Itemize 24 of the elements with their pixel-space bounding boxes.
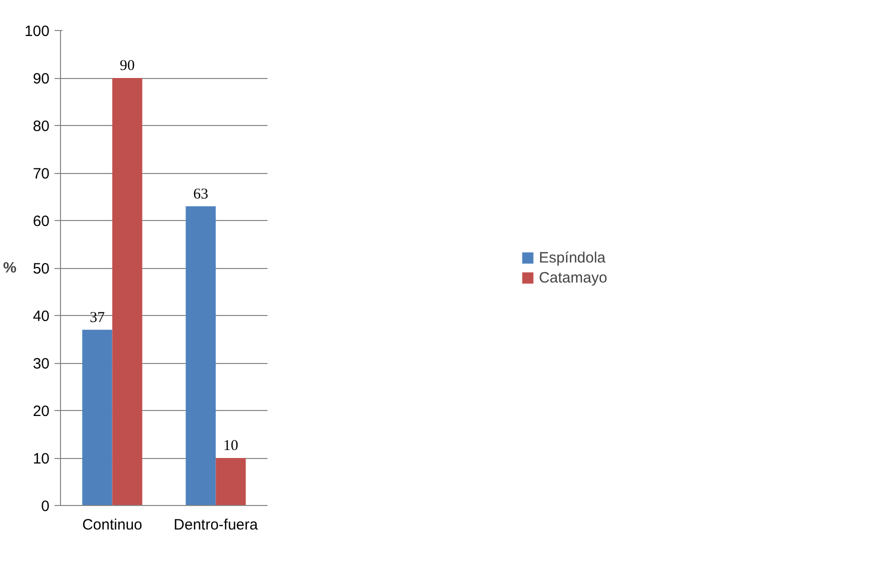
y-tick-label: 0	[41, 498, 50, 515]
y-tick-label: 60	[32, 213, 50, 230]
bar	[112, 78, 142, 506]
y-tick-label: 30	[32, 356, 50, 372]
y-tick-label: 90	[32, 70, 50, 88]
data-label: 10	[223, 438, 238, 454]
data-label: 37	[90, 310, 106, 326]
legend-label: Catamayo	[538, 269, 608, 286]
y-tick-label: 10	[32, 450, 50, 468]
y-tick-label: 70	[32, 166, 50, 182]
y-tick-label: 40	[32, 308, 50, 325]
x-tick-label: Dentro-fuera	[174, 516, 259, 534]
y-tick-label: 50	[32, 260, 50, 278]
bar	[186, 206, 216, 506]
data-label: 90	[120, 58, 135, 74]
y-tick-label: 100	[24, 23, 50, 40]
bar	[216, 458, 246, 506]
y-tick-label: 80	[32, 118, 50, 135]
x-tick-label: Continuo	[82, 516, 142, 534]
bar	[82, 330, 112, 506]
y-axis-title: %	[3, 260, 16, 276]
y-tick-label: 20	[32, 403, 50, 420]
data-label: 63	[193, 186, 208, 202]
legend-label: Espíndola	[538, 249, 606, 266]
